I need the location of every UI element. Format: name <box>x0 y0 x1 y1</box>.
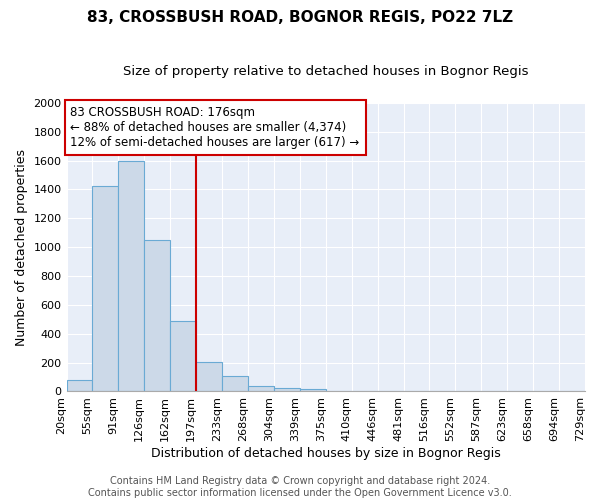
Y-axis label: Number of detached properties: Number of detached properties <box>15 148 28 346</box>
Text: 83, CROSSBUSH ROAD, BOGNOR REGIS, PO22 7LZ: 83, CROSSBUSH ROAD, BOGNOR REGIS, PO22 7… <box>87 10 513 25</box>
Bar <box>92 186 118 392</box>
Text: 83 CROSSBUSH ROAD: 176sqm
← 88% of detached houses are smaller (4,374)
12% of se: 83 CROSSBUSH ROAD: 176sqm ← 88% of detac… <box>70 106 359 148</box>
Bar <box>248 386 274 392</box>
Bar <box>145 240 170 392</box>
Title: Size of property relative to detached houses in Bognor Regis: Size of property relative to detached ho… <box>123 65 529 78</box>
Bar <box>222 376 248 392</box>
X-axis label: Distribution of detached houses by size in Bognor Regis: Distribution of detached houses by size … <box>151 447 500 460</box>
Bar <box>274 388 300 392</box>
Bar <box>118 160 145 392</box>
Text: Contains HM Land Registry data © Crown copyright and database right 2024.
Contai: Contains HM Land Registry data © Crown c… <box>88 476 512 498</box>
Bar <box>170 320 196 392</box>
Bar <box>67 380 92 392</box>
Bar <box>300 388 326 392</box>
Bar <box>196 362 222 392</box>
